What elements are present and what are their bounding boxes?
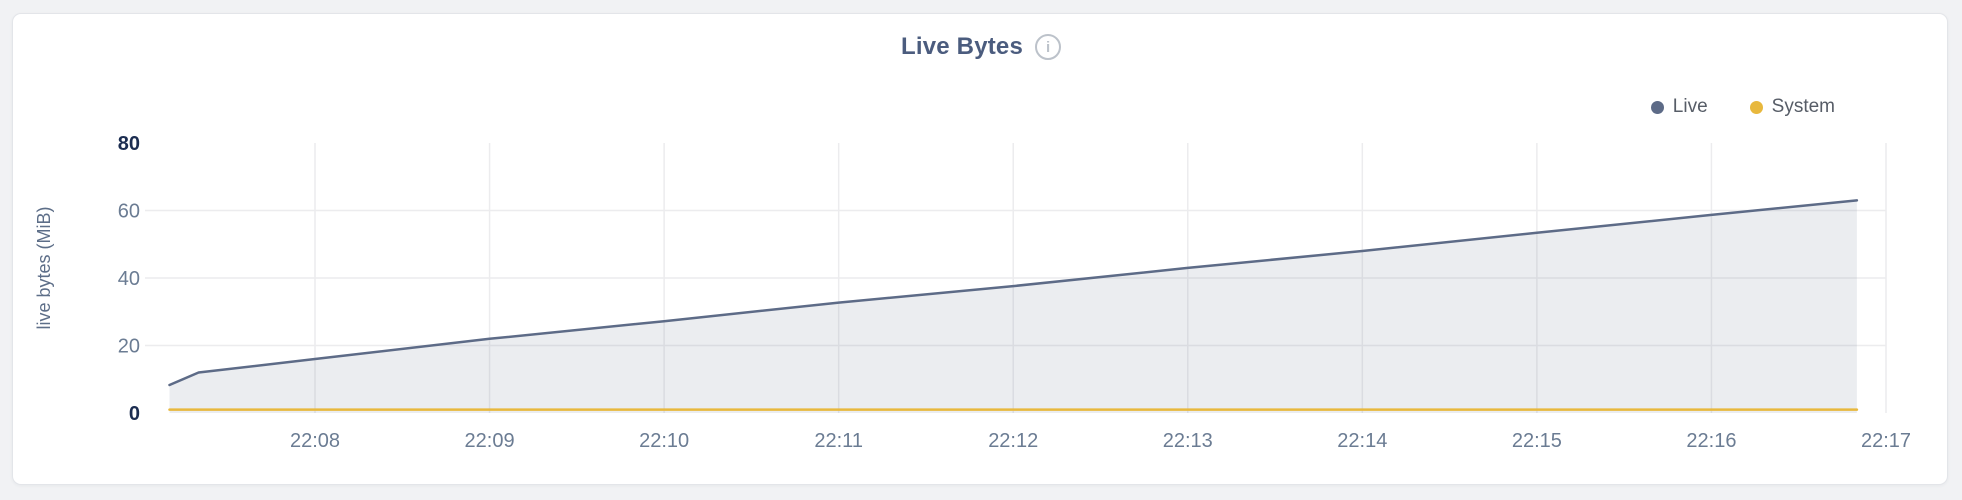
x-tick-label: 22:17 [1861,430,1911,452]
legend-dot-icon [1749,100,1763,114]
legend-item-live[interactable]: Live [1650,96,1708,118]
x-tick-label: 22:11 [814,430,863,452]
x-tick-label: 22:16 [1686,430,1736,452]
y-tick-label: 20 [118,336,140,358]
x-tick-label: 22:08 [290,430,340,452]
live-area [169,200,1857,413]
y-axis-title: live bytes (MiB) [34,206,54,329]
x-tick-label: 22:14 [1337,430,1387,452]
legend-label: System [1771,96,1835,117]
live-line [168,199,1859,387]
info-icon-glyph: i [1045,38,1051,56]
legend-label: Live [1672,96,1708,117]
y-tick-label: 60 [118,201,140,223]
info-circle-icon[interactable]: i [1035,34,1062,60]
y-tick-label: 80 [118,133,140,155]
y-tick-label: 0 [129,403,140,425]
x-tick-label: 22:13 [1163,430,1213,452]
x-tick-label: 22:09 [465,430,515,452]
y-tick-label: 40 [118,268,140,290]
legend-item-system[interactable]: System [1749,96,1835,118]
legend-dot-icon [1650,100,1664,114]
x-tick-label: 22:15 [1512,430,1562,452]
chart-legend: Live System [1650,96,1835,118]
x-tick-label: 22:10 [639,430,689,452]
chart-title: Live Bytes [900,33,1024,60]
chart-card [12,13,1948,485]
chart-header: Live Bytes i [0,33,1962,61]
x-tick-label: 22:12 [988,430,1038,452]
